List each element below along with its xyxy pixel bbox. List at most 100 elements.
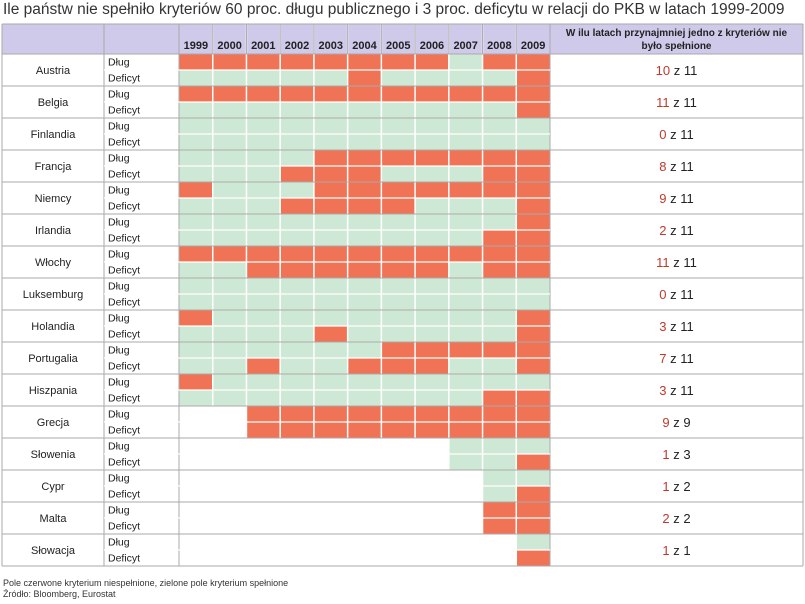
status-cell [415,294,449,310]
status-cell [516,198,550,214]
status-cell [516,54,550,70]
status-cell [347,454,382,470]
criterion-label: Dług [108,89,130,101]
status-cell [448,150,483,166]
status-cell [448,246,483,262]
criterion-label: Dług [108,441,130,453]
status-cell [347,262,382,278]
country-label: Cypr [41,481,65,493]
status-cell [212,534,247,550]
status-cell [482,166,517,182]
status-cell [212,550,247,566]
status-cell [516,214,550,230]
status-cell [179,86,213,102]
status-cell [313,438,348,454]
status-cell [246,550,281,566]
status-cell [347,134,382,150]
criterion-label: Dług [108,473,130,485]
status-cell [280,102,314,118]
status-cell [448,54,483,70]
status-cell [347,102,382,118]
legend-note: Pole czerwone kryterium niespełnione, zi… [3,578,289,588]
status-cell [381,150,416,166]
status-cell [347,342,382,358]
status-cell [415,246,449,262]
status-cell [179,518,213,534]
status-cell [246,214,281,230]
status-cell [448,230,483,246]
criterion-label: Dług [108,505,130,517]
summary-count: 8 z 11 [659,159,693,174]
status-cell [415,54,449,70]
status-cell [415,422,449,438]
status-cell [347,278,382,294]
status-cell [516,70,550,86]
status-cell [448,118,483,134]
status-cell [313,406,348,422]
status-cell [381,454,416,470]
status-cell [280,326,314,342]
criterion-label: Dług [108,57,130,69]
status-cell [280,390,314,406]
status-cell [381,278,416,294]
status-cell [212,358,247,374]
status-cell [516,294,550,310]
status-cell [516,150,550,166]
status-cell [280,198,314,214]
status-cell [212,182,247,198]
status-cell [516,326,550,342]
status-cell [313,214,348,230]
country-label: Słowacja [31,545,76,557]
status-cell [313,358,348,374]
status-cell [381,134,416,150]
summary-count: 11 z 11 [656,95,697,110]
status-cell [179,134,213,150]
status-cell [280,54,314,70]
status-cell [516,550,550,566]
status-cell [347,550,382,566]
status-cell [482,70,517,86]
status-cell [381,262,416,278]
status-cell [179,534,213,550]
status-cell [415,390,449,406]
status-cell [313,454,348,470]
status-cell [313,86,348,102]
criterion-label: Dług [108,185,130,197]
status-cell [482,518,517,534]
status-cell [313,390,348,406]
status-cell [482,342,517,358]
status-cell [448,86,483,102]
status-cell [448,406,483,422]
country-label: Irlandia [35,225,72,237]
status-cell [347,502,382,518]
status-cell [313,54,348,70]
status-cell [448,134,483,150]
status-cell [482,262,517,278]
status-cell [448,438,483,454]
status-cell [246,278,281,294]
status-cell [381,422,416,438]
status-cell [280,166,314,182]
summary-count: 9 z 9 [662,415,690,430]
status-cell [179,54,213,70]
status-cell [482,310,517,326]
status-cell [482,214,517,230]
status-cell [415,262,449,278]
status-cell [179,390,213,406]
criterion-label: Deficyt [108,105,140,117]
criterion-label: Dług [108,217,130,229]
status-cell [347,118,382,134]
status-cell [280,246,314,262]
summary-count: 1 z 2 [662,479,690,494]
status-cell [482,470,517,486]
status-cell [212,470,247,486]
status-cell [415,438,449,454]
year-header: 2005 [386,40,410,52]
summary-count: 10 z 11 [656,63,698,78]
status-cell [347,358,382,374]
status-cell [381,230,416,246]
criterion-label: Deficyt [108,553,140,565]
status-cell [415,214,449,230]
status-cell [347,422,382,438]
status-cell [415,150,449,166]
